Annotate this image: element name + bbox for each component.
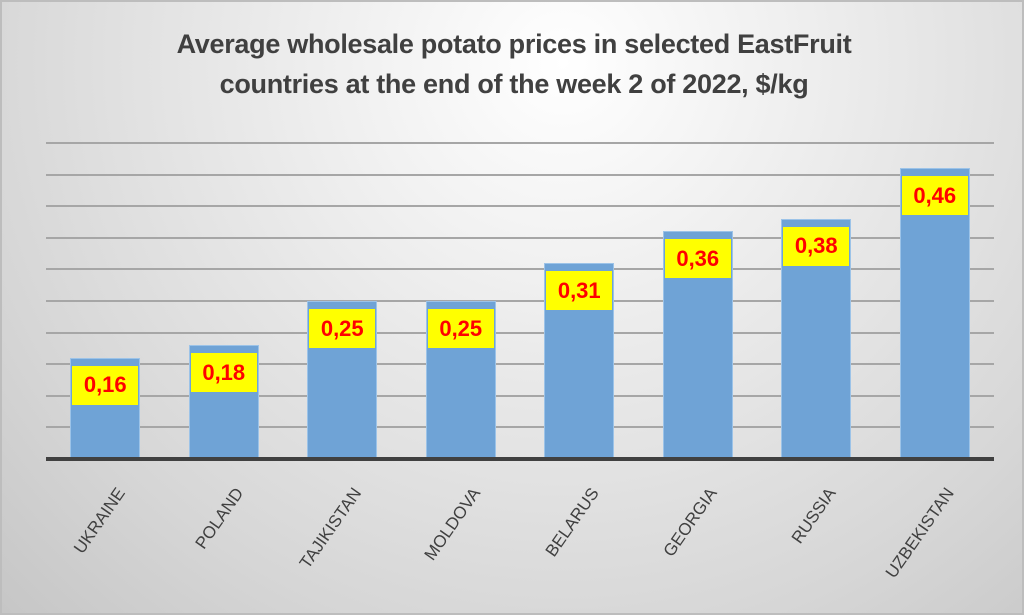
x-tick-label: TAJIKISTAN: [296, 484, 366, 573]
bar-uzbekistan: [899, 168, 970, 459]
x-tick-label: RUSSIA: [787, 484, 840, 548]
x-tick-label: UZBEKISTAN: [882, 484, 959, 582]
data-label: 0,36: [664, 239, 731, 279]
x-tick-label: GEORGIA: [660, 484, 722, 561]
chart-title-line-2: countries at the end of the week 2 of 20…: [219, 69, 809, 99]
gridline: [46, 300, 994, 302]
gridline: [46, 142, 994, 144]
x-tick-label: UKRAINE: [69, 484, 129, 558]
data-label: 0,31: [546, 271, 613, 311]
gridline: [46, 363, 994, 366]
data-label: 0,25: [427, 309, 494, 348]
data-label: 0,38: [783, 226, 850, 266]
chart-title-line-1: Average wholesale potato prices in selec…: [176, 29, 852, 59]
data-label: 0,25: [309, 309, 376, 348]
x-tick-label: POLAND: [191, 484, 248, 553]
data-label: 0,16: [72, 365, 139, 405]
gridline: [46, 331, 994, 334]
data-label: 0,46: [901, 176, 968, 216]
x-tick-label: BELARUS: [541, 484, 603, 561]
x-axis-line: [46, 457, 994, 461]
plot-area: 0,16 0,18 0,25 0,25 0,31 0,36 0,38 0,46: [46, 132, 994, 462]
data-label: 0,18: [190, 353, 257, 393]
gridline: [46, 394, 994, 397]
gridline: [46, 426, 994, 429]
chart-title: Average wholesale potato prices in selec…: [2, 24, 1024, 104]
gridline: [46, 236, 994, 239]
gridline: [46, 268, 994, 271]
gridline: [46, 173, 994, 176]
gridline: [46, 205, 994, 208]
x-tick-label: MOLDOVA: [420, 484, 485, 564]
